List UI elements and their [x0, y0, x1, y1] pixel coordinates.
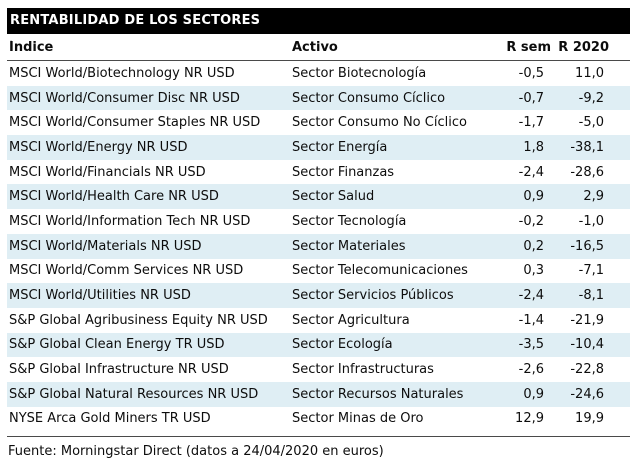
r-2020-cell: 19,9 [575, 411, 604, 427]
sector-name-cell: Sector Servicios Públicos [292, 288, 454, 304]
table-row: NYSE Arca Gold Miners TR USD Sector Minas… [7, 407, 630, 432]
r-sem-cell: -1,7 [518, 115, 544, 131]
r-2020-cell: -10,4 [570, 337, 604, 353]
column-header-r-sem: R sem [506, 39, 551, 55]
r-2020-cell: -8,1 [578, 288, 604, 304]
index-name-cell: MSCI World/Utilities NR USD [9, 288, 191, 304]
table-row: S&P Global Clean Energy TR USD Sector Eco… [7, 332, 630, 358]
r-sem-cell: 0,3 [523, 263, 544, 279]
sector-name-cell: Sector Telecomunicaciones [292, 263, 468, 279]
r-2020-cell: 11,0 [575, 65, 604, 81]
r-sem-cell: -0,7 [518, 90, 544, 106]
r-sem-cell: 0,9 [523, 189, 544, 205]
sector-returns-panel: RENTABILIDAD DE LOS SECTORES Índice Acti… [7, 8, 630, 459]
sector-name-cell: Sector Agricultura [292, 312, 410, 328]
table-row: S&P Global Natural Resources NR USD Secto… [7, 381, 630, 407]
table-row: MSCI World/Consumer Staples NR USD Sector… [7, 110, 630, 135]
r-sem-cell: 1,8 [523, 139, 544, 155]
table-row: MSCI World/Consumer Disc NR USD Sector Co… [7, 85, 630, 111]
r-sem-cell: -2,4 [518, 164, 544, 180]
table-row: S&P Global Agribusiness Equity NR USD Sec… [7, 308, 630, 333]
r-2020-cell: -24,6 [570, 386, 604, 402]
table-row: MSCI World/Energy NR USD Sector Energía 1,… [7, 135, 630, 160]
table-title-bar: RENTABILIDAD DE LOS SECTORES [7, 8, 630, 34]
column-header-indice: Índice [9, 39, 54, 55]
index-name-cell: MSCI World/Biotechnology NR USD [9, 65, 235, 81]
sector-name-cell: Sector Infrastructuras [292, 362, 434, 378]
column-header-activo: Activo [292, 39, 338, 55]
r-2020-cell: -16,5 [570, 238, 604, 254]
table-title: RENTABILIDAD DE LOS SECTORES [10, 13, 261, 28]
r-2020-cell: -5,0 [578, 115, 604, 131]
r-sem-cell: 12,9 [515, 411, 544, 427]
column-header-r-2020: R 2020 [558, 39, 609, 55]
index-name-cell: MSCI World/Consumer Staples NR USD [9, 115, 261, 131]
r-2020-cell: -38,1 [570, 139, 604, 155]
index-name-cell: MSCI World/Energy NR USD [9, 139, 188, 155]
index-name-cell: MSCI World/Health Care NR USD [9, 189, 219, 205]
r-sem-cell: -2,6 [518, 362, 544, 378]
table-row: MSCI World/Biotechnology NR USD Sector Bi… [7, 61, 630, 86]
sector-name-cell: Sector Minas de Oro [292, 411, 424, 427]
table-row: MSCI World/Materials NR USD Sector Materi… [7, 233, 630, 259]
source-note: Fuente: Morningstar Direct (datos a 24/0… [8, 444, 384, 460]
index-name-cell: S&P Global Clean Energy TR USD [9, 337, 225, 353]
sector-name-cell: Sector Consumo No Cíclico [292, 115, 467, 131]
index-name-cell: S&P Global Infrastructure NR USD [9, 362, 229, 378]
index-name-cell: NYSE Arca Gold Miners TR USD [9, 411, 211, 427]
r-2020-cell: -21,9 [570, 312, 604, 328]
sector-name-cell: Sector Materiales [292, 238, 406, 254]
r-2020-cell: -9,2 [578, 90, 604, 106]
table-row: MSCI World/Utilities NR USD Sector Servic… [7, 283, 630, 308]
r-sem-cell: 0,2 [523, 238, 544, 254]
r-sem-cell: 0,9 [523, 386, 544, 402]
r-2020-cell: -1,0 [578, 213, 604, 229]
sector-name-cell: Sector Ecología [292, 337, 393, 353]
table-row: MSCI World/Information Tech NR USD Sector… [7, 209, 630, 234]
table-row: S&P Global Infrastructure NR USD Sector I… [7, 357, 630, 382]
r-sem-cell: -2,4 [518, 288, 544, 304]
table-body: MSCI World/Biotechnology NR USD Sector Bi… [7, 61, 630, 431]
r-sem-cell: -1,4 [518, 312, 544, 328]
table-bottom-rule [7, 436, 630, 438]
r-2020-cell: -7,1 [578, 263, 604, 279]
table-row: MSCI World/Health Care NR USD Sector Salu… [7, 184, 630, 210]
table-row: MSCI World/Comm Services NR USD Sector Te… [7, 259, 630, 284]
sector-name-cell: Sector Recursos Naturales [292, 386, 464, 402]
index-name-cell: S&P Global Natural Resources NR USD [9, 386, 259, 402]
sector-name-cell: Sector Biotecnología [292, 65, 427, 81]
r-2020-cell: -22,8 [570, 362, 604, 378]
r-sem-cell: -3,5 [518, 337, 544, 353]
index-name-cell: MSCI World/Information Tech NR USD [9, 213, 251, 229]
sector-name-cell: Sector Tecnología [292, 213, 407, 229]
sector-name-cell: Sector Consumo Cíclico [292, 90, 446, 106]
table-header-row: Índice Activo R sem R 2020 [7, 34, 630, 61]
table-row: MSCI World/Financials NR USD Sector Finan… [7, 160, 630, 185]
r-sem-cell: -0,5 [518, 65, 544, 81]
index-name-cell: MSCI World/Financials NR USD [9, 164, 206, 180]
r-2020-cell: -28,6 [570, 164, 604, 180]
r-sem-cell: -0,2 [518, 213, 544, 229]
r-2020-cell: 2,9 [583, 189, 604, 205]
index-name-cell: S&P Global Agribusiness Equity NR USD [9, 312, 268, 328]
index-name-cell: MSCI World/Consumer Disc NR USD [9, 90, 240, 106]
returns-table: Índice Activo R sem R 2020 MSCI World/Bi… [7, 34, 630, 431]
index-name-cell: MSCI World/Materials NR USD [9, 238, 202, 254]
sector-name-cell: Sector Salud [292, 189, 375, 205]
sector-name-cell: Sector Finanzas [292, 164, 395, 180]
index-name-cell: MSCI World/Comm Services NR USD [9, 263, 244, 279]
sector-name-cell: Sector Energía [292, 139, 388, 155]
